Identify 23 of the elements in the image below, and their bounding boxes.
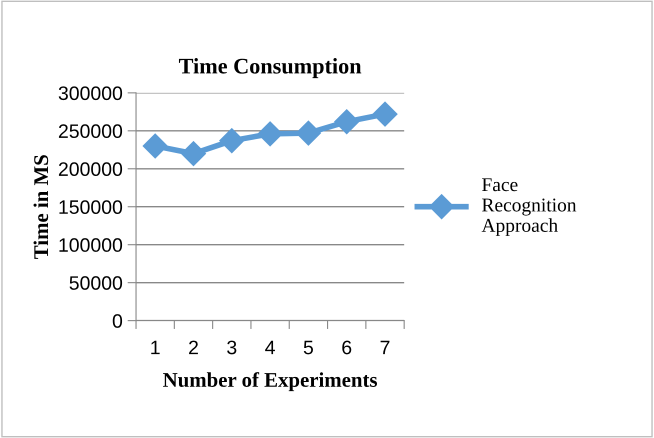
y-tick-label: 300000 (58, 86, 122, 100)
y-tick-label: 200000 (58, 162, 122, 176)
y-axis-title: Time in MS (34, 155, 48, 259)
point (219, 128, 244, 154)
chart-title: Time Consumption (178, 58, 362, 78)
x-tick-label: 4 (265, 340, 275, 354)
x-tick-label: 2 (189, 340, 198, 354)
x-tick-label: 6 (342, 340, 352, 354)
x-axis-title: Number of Experiments (163, 372, 378, 392)
y-tick-label: 0 (112, 314, 122, 328)
x-tick-label: 3 (227, 340, 236, 354)
y-tick-label: 250000 (58, 124, 122, 138)
y-tick-label: 50000 (70, 276, 122, 290)
y-tick-label: 100000 (59, 238, 122, 252)
x-tick-label: 1 (151, 340, 160, 354)
x-tick-label: 7 (380, 340, 390, 354)
y-tick-label: 150000 (59, 200, 122, 214)
point (334, 109, 360, 134)
point (181, 141, 206, 166)
legend-label: Face Recognition Approach (482, 178, 576, 236)
point (372, 102, 398, 127)
point (142, 134, 168, 158)
x-tick-label: 5 (304, 340, 313, 354)
